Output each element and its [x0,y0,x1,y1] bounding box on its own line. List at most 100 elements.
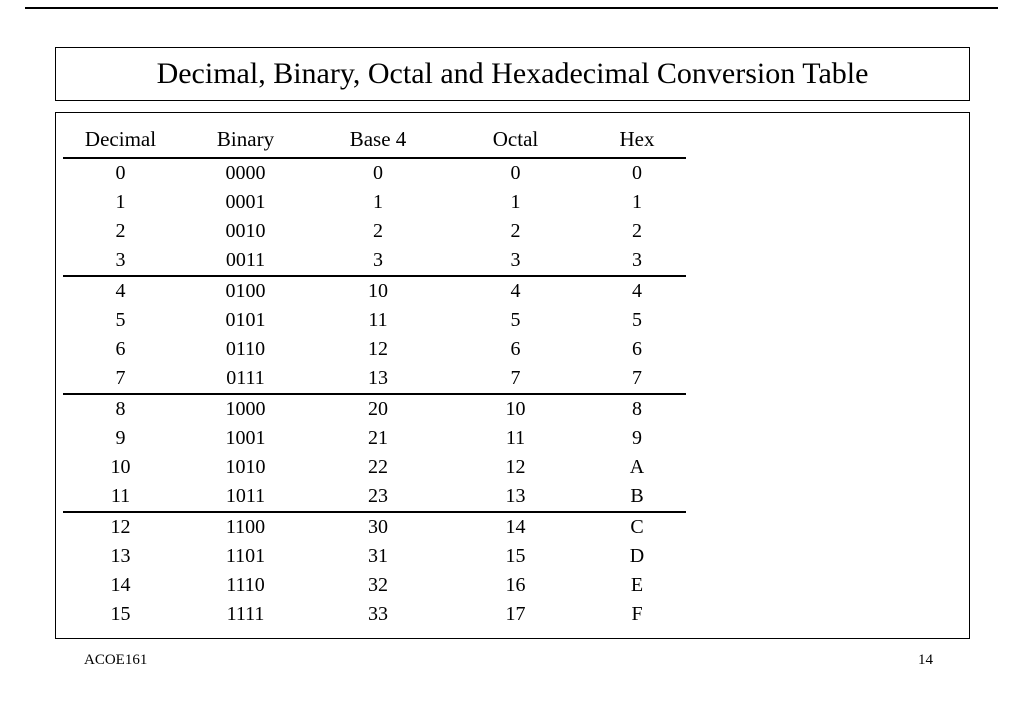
table-cell: E [630,574,644,596]
table-cell: 6 [115,338,126,360]
col-header-binary: Binary [178,121,313,159]
table-cell: 1100 [225,516,266,538]
table-row: 1 0001 1 1 1 [63,188,686,217]
table-cell: 21 [368,427,388,449]
table-row: 13 1101 31 15 D [63,542,686,571]
table-cell: 12 [368,338,388,360]
table-cell: 0110 [225,338,266,360]
table-cell: 33 [368,603,388,625]
conversion-table: Decimal Binary Base 4 Octal Hex 0 0000 0 0 0… [63,121,686,629]
table-cell: 11 [505,427,526,449]
table-cell: D [629,545,645,567]
slide-title-box: Decimal, Binary, Octal and Hexadecimal C… [55,47,970,101]
table-cell: 2 [632,220,642,242]
table-cell: 3 [63,246,178,277]
table-cell: 13 [110,545,131,567]
table-cell: 11 [368,309,388,331]
table-cell: 13 [313,364,443,395]
table-cell: 3 [443,246,588,277]
col-header-base4: Base 4 [313,121,443,159]
table-cell: 2 [115,220,126,242]
table-cell: 9 [115,427,126,449]
table-cell: 0010 [225,220,266,242]
table-row: 5 0101 11 5 5 [63,306,686,335]
table-cell: 4 [115,280,126,302]
table-cell: 0 [373,162,383,184]
table-cell: 0000 [225,162,266,184]
col-header-octal: Octal [443,121,588,159]
table-cell: 23 [313,482,443,513]
table-row: 2 0010 2 2 2 [63,217,686,246]
table-cell: 0111 [178,364,313,395]
table-row: 14 1110 32 16 E [63,571,686,600]
table-cell: 5 [115,309,126,331]
table-row: 3 0011 3 3 3 [63,246,686,277]
table-cell: 0 [510,162,521,184]
table-cell: C [630,516,644,538]
table-cell: 10 [368,280,388,302]
table-cell: 17 [505,603,526,625]
table-cell: 31 [368,545,388,567]
table-row: 7 0111 13 7 7 [63,364,686,395]
table-cell: 1001 [225,427,266,449]
table-row: 10 1010 22 12 A [63,453,686,482]
table-cell: A [629,456,645,478]
table-row: 8 1000 20 10 8 [63,394,686,424]
table-cell: 1111 [226,603,265,625]
table-cell: 7 [588,364,686,395]
table-row: 12 1100 30 14 C [63,512,686,542]
slide-title: Decimal, Binary, Octal and Hexadecimal C… [156,57,869,90]
table-cell: 1 [632,191,642,213]
table-cell: 22 [368,456,388,478]
table-cell: 2 [510,220,521,242]
table-cell: 1 [373,191,383,213]
table-cell: 5 [510,309,521,331]
table-cell: 12 [505,456,526,478]
table-cell: 11 [63,482,178,513]
table-cell: 32 [368,574,388,596]
table-cell: 15 [110,603,131,625]
table-cell: 13 [443,482,588,513]
table-row: 0 0000 0 0 0 [63,158,686,188]
table-cell: 20 [368,398,388,420]
table-cell: B [588,482,686,513]
table-cell: 4 [510,280,521,302]
table-header-row: Decimal Binary Base 4 Octal Hex [63,121,686,159]
table-cell: 10 [505,398,526,420]
col-header-hex: Hex [588,121,686,159]
table-cell: 1000 [225,398,266,420]
table-cell: 0 [632,162,642,184]
table-cell: 1101 [225,545,266,567]
table-cell: 14 [505,516,526,538]
table-cell: 12 [110,516,131,538]
table-cell: F [631,603,643,625]
table-cell: 1110 [226,574,265,596]
table-cell: 0100 [225,280,266,302]
table-cell: 8 [115,398,126,420]
table-cell: 6 [510,338,521,360]
table-row: 15 1111 33 17 F [63,600,686,629]
table-cell: 0011 [178,246,313,277]
table-box: Decimal Binary Base 4 Octal Hex 0 0000 0 0 0… [55,112,970,639]
table-cell: 3 [588,246,686,277]
table-cell: 3 [313,246,443,277]
table-cell: 1 [115,191,126,213]
table-cell: 5 [632,309,642,331]
col-header-decimal: Decimal [63,121,178,159]
footer-page-number: 14 [918,652,933,668]
table-cell: 16 [505,574,526,596]
table-cell: 9 [632,427,642,449]
table-cell: 6 [632,338,642,360]
table-cell: 0001 [225,191,266,213]
table-row: 4 0100 10 4 4 [63,276,686,306]
table-cell: 7 [63,364,178,395]
table-cell: 10 [110,456,131,478]
table-row: 9 1001 21 11 9 [63,424,686,453]
slide-top-rule [25,7,998,9]
table-cell: 4 [632,280,642,302]
table-cell: 0 [115,162,126,184]
table-cell: 15 [505,545,526,567]
table-cell: 2 [373,220,383,242]
table-cell: 30 [368,516,388,538]
table-row: 6 0110 12 6 6 [63,335,686,364]
